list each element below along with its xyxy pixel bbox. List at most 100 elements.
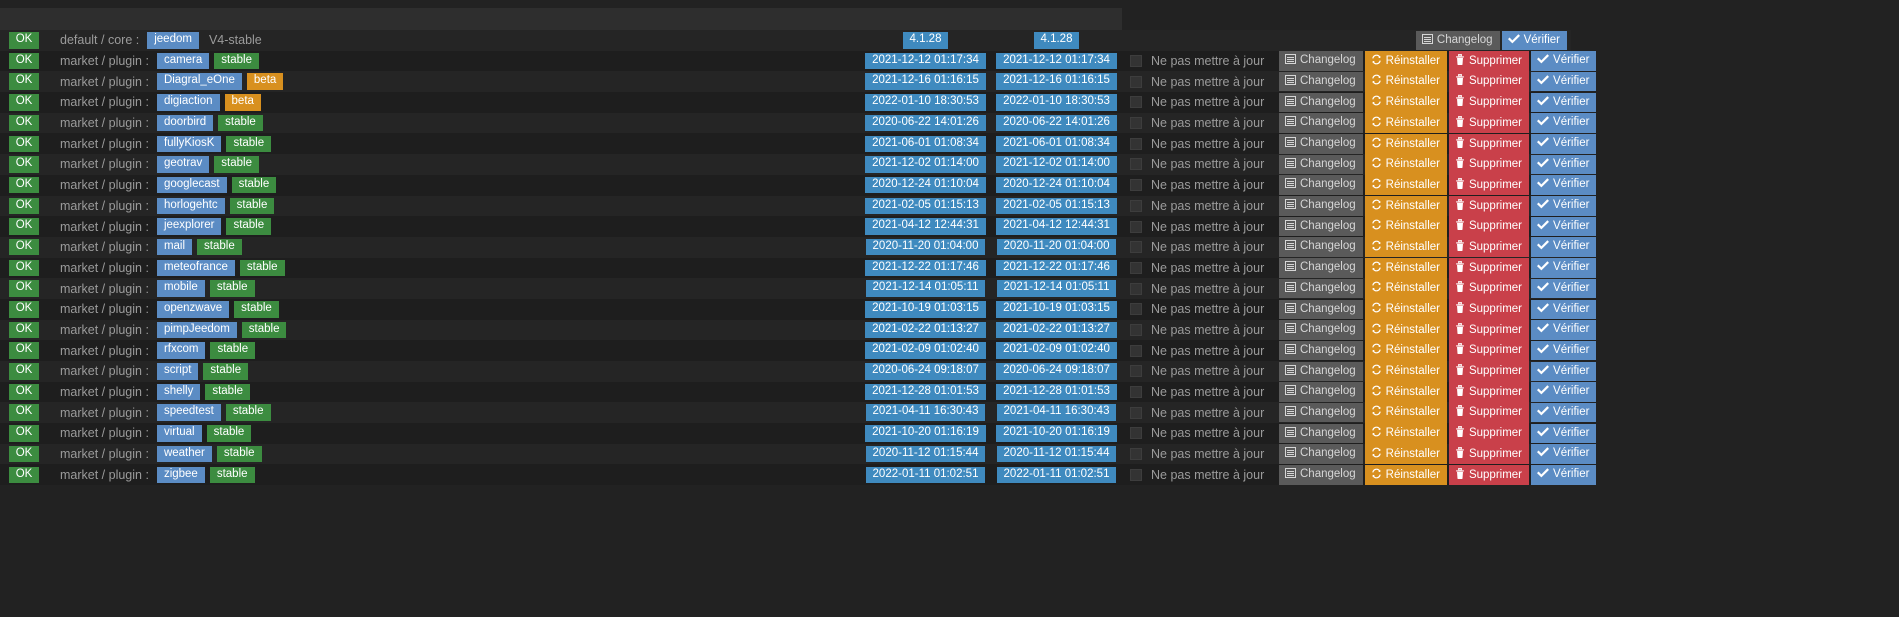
item-name-badge[interactable]: fullyKiosK [156,135,222,153]
no-update-checkbox[interactable] [1130,96,1142,109]
changelog-button[interactable]: Changelog [1279,154,1363,175]
item-name-badge[interactable]: pimpJeedom [156,321,237,339]
changelog-button[interactable]: Changelog [1279,361,1363,382]
item-channel-badge[interactable]: stable [241,321,287,339]
changelog-button[interactable]: Changelog [1279,237,1363,257]
reinstall-button[interactable]: Réinstaller [1364,71,1447,92]
reinstall-button[interactable]: Réinstaller [1364,195,1447,217]
item-channel-badge[interactable]: stable [210,342,256,359]
item-name-badge[interactable]: speedtest [156,404,221,421]
no-update-checkbox[interactable] [1130,261,1142,274]
reinstall-button[interactable]: Réinstaller [1364,319,1447,341]
delete-button[interactable]: Supprimer [1448,361,1530,382]
no-update-checkbox[interactable] [1130,427,1142,440]
delete-button[interactable]: Supprimer [1448,92,1530,113]
delete-button[interactable]: Supprimer [1448,299,1530,320]
item-name-badge[interactable]: googlecast [156,176,227,194]
no-update-checkbox[interactable] [1130,117,1142,130]
item-channel-badge[interactable]: beta [224,94,261,111]
item-name-badge[interactable]: weather [156,445,212,463]
item-channel-badge[interactable]: stable [231,176,277,194]
reinstall-button[interactable]: Réinstaller [1364,112,1447,134]
verify-button[interactable]: Vérifier [1531,402,1597,423]
changelog-button[interactable]: Changelog [1279,465,1363,485]
item-name-badge[interactable]: jeexplorer [156,218,222,235]
reinstall-button[interactable]: Réinstaller [1364,216,1447,237]
delete-button[interactable]: Supprimer [1448,319,1530,341]
item-name-badge[interactable]: script [156,363,199,380]
verify-button[interactable]: Vérifier [1501,30,1567,51]
verify-button[interactable]: Vérifier [1531,92,1597,113]
delete-button[interactable]: Supprimer [1448,402,1530,423]
item-channel-badge[interactable]: stable [209,466,255,484]
item-name-badge[interactable]: meteofrance [156,259,235,277]
reinstall-button[interactable]: Réinstaller [1364,423,1447,444]
no-update-checkbox[interactable] [1130,241,1142,254]
no-update-checkbox[interactable] [1130,179,1142,192]
item-channel-badge[interactable]: stable [239,259,285,277]
delete-button[interactable]: Supprimer [1448,216,1530,237]
verify-button[interactable]: Vérifier [1531,299,1597,320]
changelog-button[interactable]: Changelog [1279,51,1363,71]
no-update-checkbox[interactable] [1130,199,1142,212]
changelog-button[interactable]: Changelog [1279,340,1363,361]
no-update-checkbox[interactable] [1130,468,1142,481]
changelog-button[interactable]: Changelog [1279,196,1363,216]
verify-button[interactable]: Vérifier [1531,237,1597,257]
changelog-button[interactable]: Changelog [1279,92,1363,113]
item-name-badge[interactable]: mobile [156,280,205,297]
verify-button[interactable]: Vérifier [1531,278,1597,299]
verify-button[interactable]: Vérifier [1531,154,1597,175]
item-channel-badge[interactable]: beta [246,73,284,90]
changelog-button[interactable]: Changelog [1279,175,1363,195]
th-version-remote[interactable] [991,8,1122,30]
changelog-button[interactable]: Changelog [1415,30,1500,51]
delete-button[interactable]: Supprimer [1448,443,1530,465]
verify-button[interactable]: Vérifier [1531,134,1597,154]
reinstall-button[interactable]: Réinstaller [1364,133,1447,155]
no-update-checkbox[interactable] [1130,282,1142,295]
no-update-checkbox[interactable] [1130,448,1142,461]
item-name-badge[interactable]: horlogehtc [156,197,225,215]
changelog-button[interactable]: Changelog [1279,71,1363,92]
item-name-badge[interactable]: digiaction [156,94,220,111]
changelog-button[interactable]: Changelog [1279,134,1363,154]
item-name-badge[interactable]: openzwave [156,301,230,318]
no-update-checkbox[interactable] [1130,55,1142,68]
delete-button[interactable]: Supprimer [1448,71,1530,92]
reinstall-button[interactable]: Réinstaller [1364,174,1447,196]
item-channel-badge[interactable]: stable [205,383,251,401]
verify-button[interactable]: Vérifier [1531,361,1597,382]
changelog-button[interactable]: Changelog [1279,382,1363,402]
reinstall-button[interactable]: Réinstaller [1364,340,1447,361]
verify-button[interactable]: Vérifier [1531,382,1597,402]
item-name-badge[interactable]: zigbee [156,466,205,484]
verify-button[interactable]: Vérifier [1531,465,1597,485]
delete-button[interactable]: Supprimer [1448,154,1530,175]
no-update-checkbox[interactable] [1130,344,1142,357]
no-update-checkbox[interactable] [1130,158,1142,171]
reinstall-button[interactable]: Réinstaller [1364,299,1447,320]
item-channel-badge[interactable]: stable [218,114,263,132]
reinstall-button[interactable]: Réinstaller [1364,464,1447,486]
item-channel-badge[interactable]: stable [206,425,252,442]
item-channel-badge[interactable]: stable [216,445,262,463]
item-name-badge[interactable]: geotrav [156,156,210,173]
delete-button[interactable]: Supprimer [1448,174,1530,196]
item-name-badge[interactable]: rfxcom [156,342,206,359]
delete-button[interactable]: Supprimer [1448,278,1530,299]
reinstall-button[interactable]: Réinstaller [1364,50,1447,72]
verify-button[interactable]: Vérifier [1531,196,1597,216]
reinstall-button[interactable]: Réinstaller [1364,443,1447,465]
delete-button[interactable]: Supprimer [1448,112,1530,134]
no-update-checkbox[interactable] [1130,75,1142,88]
item-channel-badge[interactable]: stable [197,238,242,256]
changelog-button[interactable]: Changelog [1279,402,1363,423]
th-status[interactable] [0,8,48,30]
th-version-local[interactable] [860,8,991,30]
item-name-badge[interactable]: doorbird [156,114,214,132]
no-update-checkbox[interactable] [1130,303,1142,316]
changelog-button[interactable]: Changelog [1279,258,1363,278]
item-channel-badge[interactable]: stable [209,280,255,297]
reinstall-button[interactable]: Réinstaller [1364,361,1447,382]
